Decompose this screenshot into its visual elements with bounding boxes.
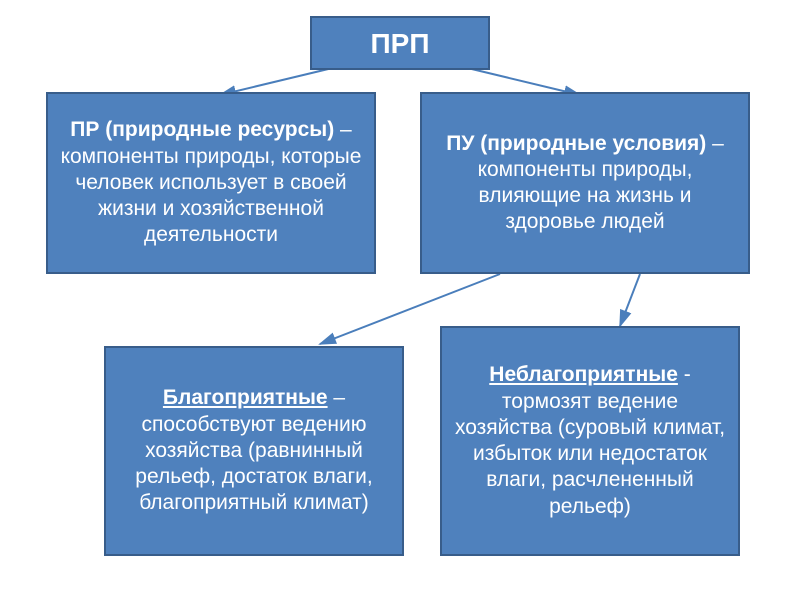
right-title: ПУ (природные условия) bbox=[446, 132, 706, 155]
unfavorable-desc: тормозят ведение хозяйства (суровый клим… bbox=[455, 390, 725, 518]
unfavorable-title: Неблагоприятные bbox=[489, 363, 678, 386]
unfavorable-node: Неблагоприятные - тормозят ведение хозяй… bbox=[440, 326, 740, 556]
left-title: ПР (природные ресурсы) bbox=[70, 118, 334, 141]
favorable-desc: способствуют ведению хозяйства (равнинны… bbox=[135, 413, 372, 515]
favorable-title: Благоприятные bbox=[163, 386, 328, 409]
unfavorable-text: Неблагоприятные - тормозят ведение хозяй… bbox=[452, 362, 728, 520]
right-sep: – bbox=[706, 132, 724, 155]
right-node: ПУ (природные условия) – компоненты прир… bbox=[420, 92, 750, 274]
unfavorable-sep: - bbox=[678, 363, 691, 386]
root-label: ПРП bbox=[322, 26, 478, 61]
favorable-node: Благоприятные – способствуют ведению хоз… bbox=[104, 346, 404, 556]
favorable-sep: – bbox=[328, 386, 346, 409]
root-node: ПРП bbox=[310, 16, 490, 70]
right-desc: компоненты природы, влияющие на жизнь и … bbox=[478, 158, 693, 234]
left-text: ПР (природные ресурсы) – компоненты прир… bbox=[58, 117, 364, 248]
right-text: ПУ (природные условия) – компоненты прир… bbox=[432, 131, 738, 236]
favorable-text: Благоприятные – способствуют ведению хоз… bbox=[116, 385, 392, 516]
left-desc: компоненты природы, которые человек испо… bbox=[61, 145, 362, 247]
left-sep: – bbox=[334, 118, 352, 141]
left-node: ПР (природные ресурсы) – компоненты прир… bbox=[46, 92, 376, 274]
